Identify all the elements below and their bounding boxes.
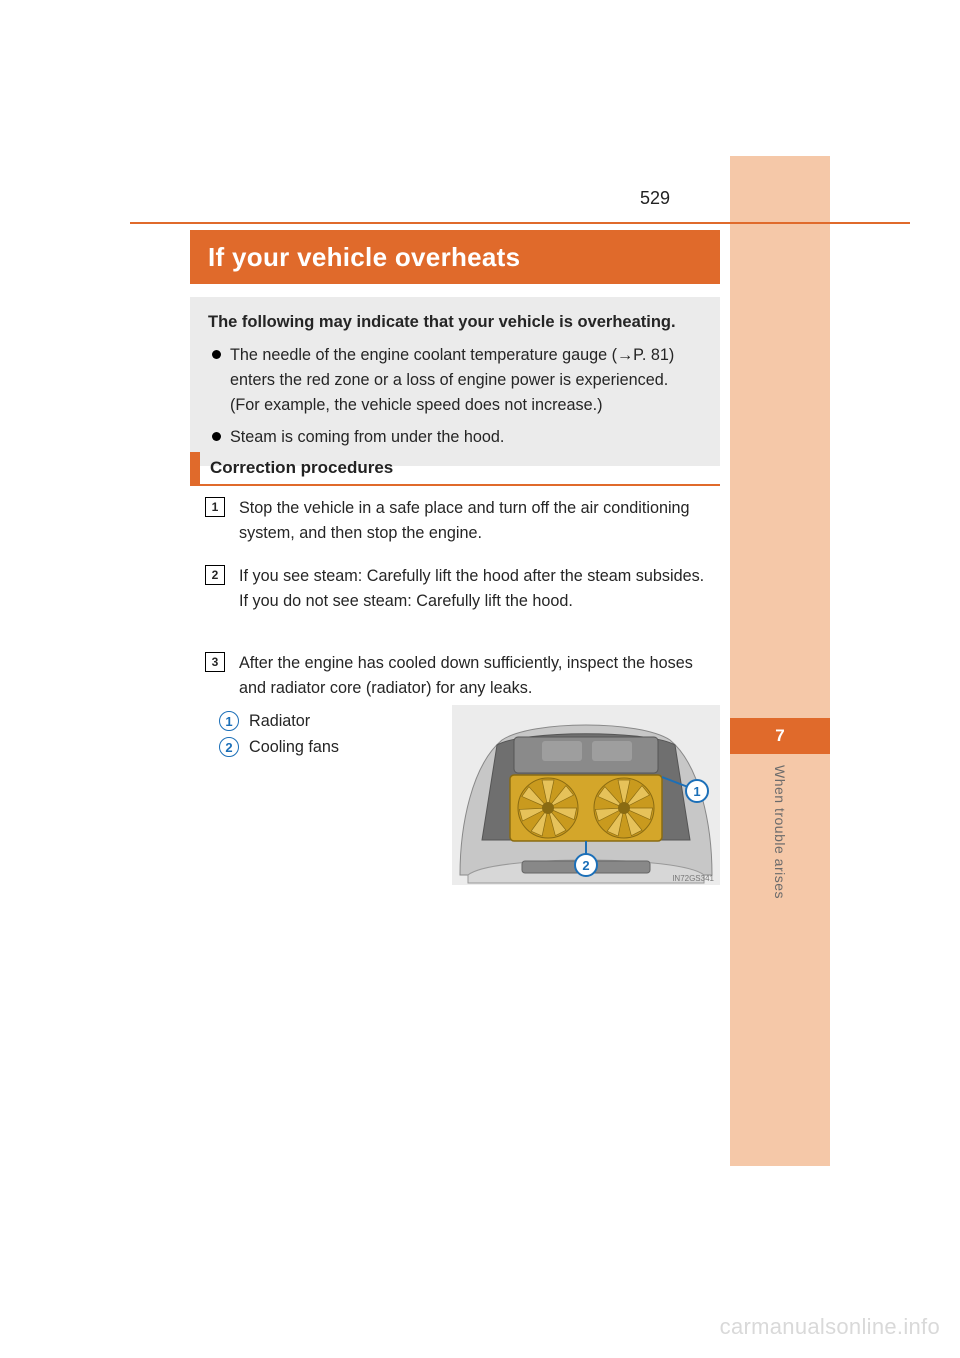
sub-heading-tab	[190, 452, 200, 484]
intro-lead: The following may indicate that your veh…	[208, 311, 702, 333]
section-title: If your vehicle overheats	[208, 242, 520, 273]
callout-number: 2	[219, 737, 239, 757]
step-text: Stop the vehicle in a safe place and tur…	[239, 496, 720, 546]
step: 1 Stop the vehicle in a safe place and t…	[205, 496, 720, 546]
step: 3 After the engine has cooled down suffi…	[205, 651, 720, 701]
callout-number: 1	[219, 711, 239, 731]
step-text: If you see steam: Carefully lift the hoo…	[239, 564, 720, 614]
chapter-label-text: When trouble arises	[772, 765, 788, 899]
steps-list: 1 Stop the vehicle in a safe place and t…	[205, 496, 720, 632]
step-number-badge: 1	[205, 497, 225, 517]
step-number-badge: 2	[205, 565, 225, 585]
callout-label: Cooling fans	[249, 738, 339, 757]
chapter-label-vertical: When trouble arises	[730, 765, 830, 945]
step-text: After the engine has cooled down suffici…	[239, 651, 720, 701]
step-number-badge: 3	[205, 652, 225, 672]
sub-heading: Correction procedures	[210, 458, 393, 478]
sub-heading-row: Correction procedures	[190, 452, 720, 486]
figure-image-code: IN72GS341	[672, 874, 714, 883]
chapter-number-tab: 7	[730, 718, 830, 754]
figure-callout-1: 1	[693, 784, 700, 799]
chapter-number: 7	[775, 726, 784, 746]
intro-box: The following may indicate that your veh…	[190, 297, 720, 466]
callout-label: Radiator	[249, 712, 310, 731]
callout-list: 1 Radiator 2 Cooling fans	[205, 711, 430, 757]
callout-item: 2 Cooling fans	[219, 737, 430, 757]
intro-item: Steam is coming from under the hood.	[208, 425, 702, 450]
page-number: 529	[640, 188, 670, 209]
engine-bay-figure: 1 2 IN72GS341	[452, 705, 720, 885]
section-title-bar: If your vehicle overheats	[190, 230, 720, 284]
header-rule	[130, 222, 910, 224]
chapter-tab-background	[730, 156, 830, 1166]
callout-item: 1 Radiator	[219, 711, 430, 731]
figure-callout-2: 2	[582, 858, 589, 873]
watermark: carmanualsonline.info	[720, 1314, 940, 1340]
intro-item: The needle of the engine coolant tempera…	[208, 343, 702, 418]
step: 2 If you see steam: Carefully lift the h…	[205, 564, 720, 614]
